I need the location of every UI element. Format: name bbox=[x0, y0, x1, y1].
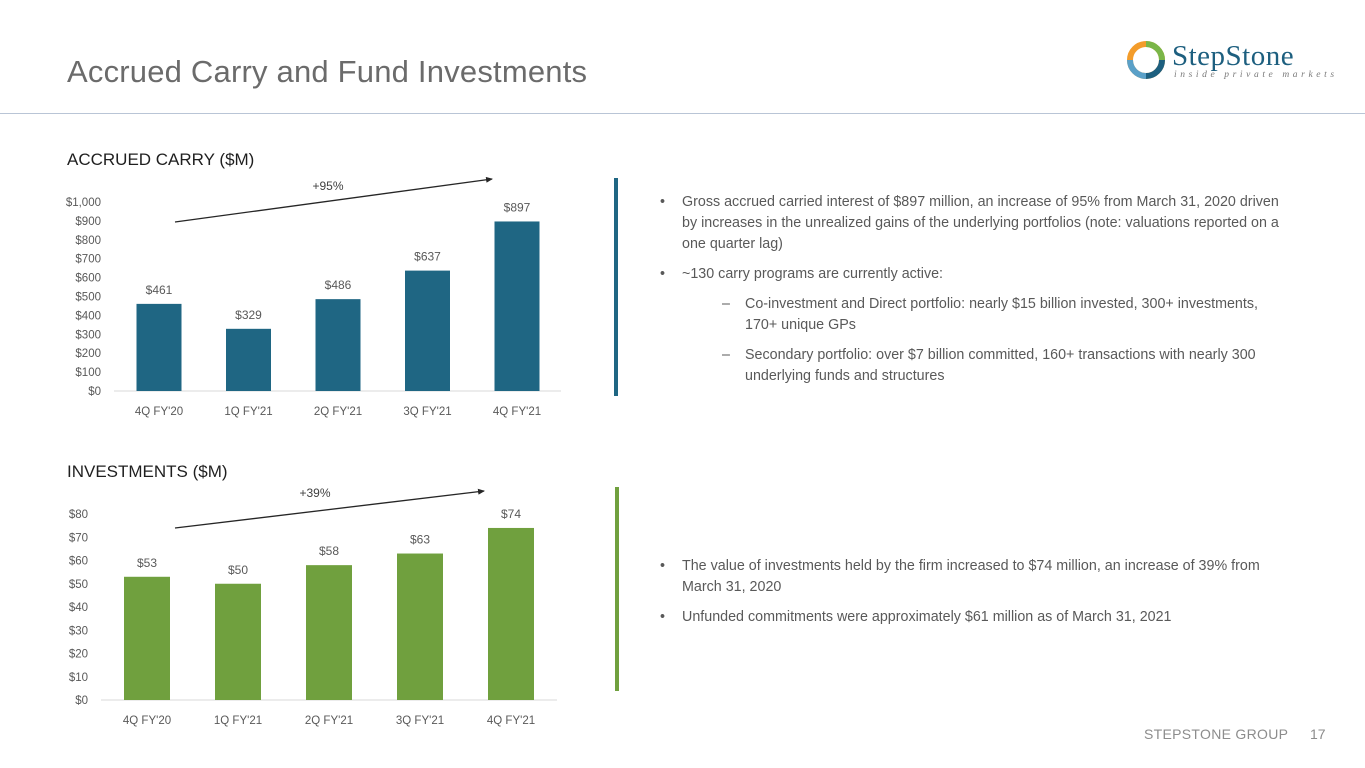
inv-ytick-label: $20 bbox=[69, 649, 88, 661]
inv-bar bbox=[306, 565, 352, 700]
investments-accent-bar bbox=[615, 487, 619, 691]
carry-bar bbox=[494, 221, 540, 391]
inv-data-label: $63 bbox=[410, 533, 430, 547]
carry-bar bbox=[405, 270, 450, 391]
inv-bar bbox=[124, 576, 170, 700]
carry-bar bbox=[226, 328, 271, 391]
logo-ring-icon bbox=[1127, 41, 1165, 79]
carry-growth-arrow bbox=[174, 176, 493, 223]
inv-data-label: $58 bbox=[319, 544, 339, 558]
carry-category-label: 1Q FY'21 bbox=[224, 406, 272, 418]
inv-growth-label: +39% bbox=[299, 486, 330, 500]
investments-section-label: INVESTMENTS ($M) bbox=[67, 462, 228, 481]
inv-ytick-label: $0 bbox=[75, 695, 88, 707]
inv-category-label: 3Q FY'21 bbox=[396, 715, 444, 727]
carry-growth-label: +95% bbox=[312, 179, 343, 193]
investments-commentary: • The value of investments held by the fi… bbox=[660, 556, 1285, 637]
carry-ytick-label: $100 bbox=[75, 367, 101, 379]
inv-ytick-label: $30 bbox=[69, 625, 88, 637]
carry-ytick-label: $200 bbox=[75, 348, 101, 360]
carry-data-label: $329 bbox=[235, 308, 262, 322]
inv-category-label: 4Q FY'20 bbox=[123, 715, 171, 727]
inv-ytick-label: $70 bbox=[69, 532, 88, 544]
carry-category-label: 4Q FY'20 bbox=[135, 406, 183, 418]
inv-bar bbox=[488, 527, 534, 700]
carry-bullet-2: • ~130 carry programs are currently activ… bbox=[660, 266, 944, 282]
inv-bar bbox=[215, 583, 261, 700]
footer-brand: STEPSTONE GROUP bbox=[1144, 726, 1289, 742]
carry-data-label: $637 bbox=[414, 250, 441, 264]
inv-category-label: 4Q FY'21 bbox=[487, 715, 535, 727]
carry-bar bbox=[136, 303, 182, 391]
investments-bullet-2: • Unfunded commitments were approximately… bbox=[660, 609, 1172, 625]
stepstone-logo: StepStone inside private markets bbox=[1124, 36, 1334, 84]
carry-ytick-label: $600 bbox=[75, 273, 101, 285]
inv-category-label: 2Q FY'21 bbox=[305, 715, 353, 727]
page-number: 17 bbox=[1310, 726, 1326, 742]
carry-ytick-label: $1,000 bbox=[66, 197, 101, 209]
carry-category-label: 4Q FY'21 bbox=[493, 406, 541, 418]
carry-commentary: • Gross accrued carried interest of $897 … bbox=[660, 192, 1285, 396]
investments-bullet-1: • The value of investments held by the fi… bbox=[660, 558, 1260, 595]
inv-data-label: $74 bbox=[501, 507, 521, 521]
carry-accent-bar bbox=[614, 178, 618, 396]
carry-ytick-label: $0 bbox=[88, 386, 101, 398]
carry-ytick-label: $300 bbox=[75, 329, 101, 341]
inv-ytick-label: $40 bbox=[69, 602, 88, 614]
title-divider bbox=[0, 113, 1365, 114]
carry-category-label: 3Q FY'21 bbox=[403, 406, 451, 418]
inv-bar bbox=[397, 553, 443, 700]
carry-category-label: 2Q FY'21 bbox=[314, 406, 362, 418]
logo-name: StepStone bbox=[1172, 40, 1295, 72]
page-title: Accrued Carry and Fund Investments bbox=[67, 54, 588, 89]
carry-sub-bullet-1: – Co-investment and Direct portfolio: nea… bbox=[722, 296, 1258, 333]
carry-data-label: $461 bbox=[146, 283, 173, 297]
carry-ytick-label: $900 bbox=[75, 216, 101, 228]
inv-data-label: $53 bbox=[137, 556, 157, 570]
inv-growth-arrow bbox=[174, 488, 485, 529]
carry-ytick-label: $400 bbox=[75, 310, 101, 322]
carry-ytick-label: $700 bbox=[75, 254, 101, 266]
carry-bullet-1: • Gross accrued carried interest of $897 … bbox=[660, 194, 1279, 252]
inv-ytick-label: $80 bbox=[69, 509, 88, 521]
inv-category-label: 1Q FY'21 bbox=[214, 715, 262, 727]
inv-ytick-label: $10 bbox=[69, 672, 88, 684]
inv-data-label: $50 bbox=[228, 563, 248, 577]
carry-section-label: ACCRUED CARRY ($M) bbox=[67, 150, 255, 169]
logo-tagline: inside private markets bbox=[1174, 70, 1338, 80]
carry-sub-bullet-2: – Secondary portfolio: over $7 billion co… bbox=[722, 347, 1256, 384]
inv-ytick-label: $50 bbox=[69, 579, 88, 591]
carry-bar bbox=[315, 299, 361, 391]
carry-ytick-label: $500 bbox=[75, 292, 101, 304]
carry-ytick-label: $800 bbox=[75, 235, 101, 247]
carry-data-label: $897 bbox=[504, 200, 531, 214]
inv-ytick-label: $60 bbox=[69, 556, 88, 568]
carry-data-label: $486 bbox=[325, 278, 352, 292]
